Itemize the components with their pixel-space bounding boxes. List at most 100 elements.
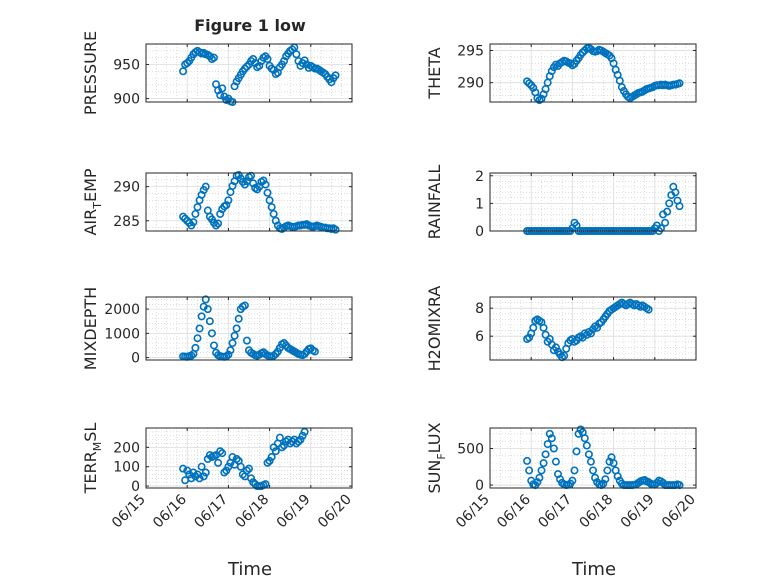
x-tick-label: 06/15: [109, 492, 149, 532]
data-point: [222, 466, 231, 475]
data-point: [265, 196, 274, 205]
y-tick-label: 0: [131, 479, 140, 495]
data-point: [228, 339, 237, 348]
data-point: [179, 67, 188, 76]
data-point: [545, 429, 554, 438]
data-point: [661, 218, 670, 227]
subplot-grid: 900 950 PRESSURE 290 295 THETA 285 290 AIRTEMP 0 1…: [81, 31, 699, 531]
data-point: [201, 468, 210, 477]
data-point: [216, 91, 225, 100]
y-axis-label: MIXDEPTH: [81, 287, 100, 370]
y-tick-label: 2000: [104, 302, 140, 318]
y-tick-label: 1000: [104, 326, 140, 342]
data-point: [197, 312, 206, 321]
subplot-h2omixra: 6 8 H2OMIXRA: [425, 286, 697, 371]
subplot-rainfall: 0 1 2 RAINFALL: [425, 165, 697, 240]
data-point: [179, 212, 188, 221]
data-point: [212, 221, 221, 230]
data-point: [224, 350, 233, 359]
data-point: [245, 464, 254, 473]
data-point: [263, 458, 272, 467]
x-axis-label-left: Time: [227, 559, 272, 580]
axes-box: [145, 43, 353, 103]
y-axis-label: TERRMSL: [81, 423, 104, 495]
data-point: [181, 214, 190, 223]
y-tick-label: 200: [113, 440, 140, 456]
data-point: [193, 203, 202, 212]
data-point: [209, 341, 218, 350]
plot-area: [146, 173, 352, 231]
data-point: [240, 64, 249, 73]
axes-box: [489, 427, 697, 489]
data-point: [201, 182, 210, 191]
data-point: [199, 472, 208, 481]
y-axis-label: SUNFLUX: [425, 422, 448, 493]
y-tick-label: 950: [113, 57, 140, 73]
data-point: [249, 55, 258, 64]
axes-box: [489, 296, 697, 361]
data-point: [570, 466, 579, 475]
data-point: [189, 218, 198, 227]
data-point: [535, 473, 544, 482]
y-tick-label: 285: [113, 214, 140, 230]
data-point: [523, 456, 532, 465]
data-point: [201, 295, 210, 304]
data-point: [584, 450, 593, 459]
axes-box: [489, 172, 697, 232]
data-point: [247, 57, 256, 66]
x-tick-label: 06/15: [453, 492, 493, 532]
subplot-sun_flux: 0 500 06/15 06/16 06/17 06/18 06/19 06/20 SUNFLU…: [425, 422, 699, 531]
data-point: [218, 84, 227, 93]
data-point: [298, 431, 307, 440]
data-point: [263, 55, 272, 64]
data-point: [331, 225, 340, 234]
data-point: [568, 476, 577, 485]
data-point: [232, 454, 241, 463]
data-point: [277, 443, 286, 452]
data-point: [214, 458, 223, 467]
data-point: [588, 466, 597, 475]
data-point: [572, 447, 581, 456]
data-point: [195, 324, 204, 333]
axes-box: [145, 296, 353, 361]
data-point: [269, 209, 278, 218]
data-point: [242, 466, 251, 475]
data-point: [327, 78, 336, 87]
data-point: [613, 472, 622, 481]
axes-box: [489, 43, 697, 103]
data-point: [537, 466, 546, 475]
figure-title: Figure 1 low: [194, 16, 306, 35]
data-point: [574, 429, 583, 438]
data-point: [214, 219, 223, 228]
data-point: [267, 453, 276, 462]
data-point: [586, 329, 595, 338]
data-point: [259, 176, 268, 185]
data-point: [547, 67, 556, 76]
data-point: [525, 79, 534, 88]
data-point: [179, 464, 188, 473]
data-point: [234, 314, 243, 323]
data-point: [207, 329, 216, 338]
data-point: [609, 459, 618, 468]
y-tick-label: 290: [457, 76, 484, 92]
x-tick-label: 06/17: [191, 492, 231, 532]
data-point: [203, 454, 212, 463]
data-point: [203, 305, 212, 314]
data-point: [539, 459, 548, 468]
plot-area: [490, 44, 696, 102]
data-point: [275, 433, 284, 442]
data-point: [300, 56, 309, 65]
data-point: [541, 330, 550, 339]
data-point: [230, 331, 239, 340]
data-point: [189, 468, 198, 477]
x-tick-label: 06/16: [150, 491, 190, 531]
x-tick-label: 06/16: [494, 491, 534, 531]
y-tick-label: 100: [113, 460, 140, 476]
data-point: [580, 434, 589, 443]
data-point: [224, 196, 233, 205]
y-tick-label: 500: [457, 441, 484, 457]
data-point: [226, 346, 235, 355]
data-point: [541, 450, 550, 459]
y-tick-label: 290: [113, 180, 140, 196]
